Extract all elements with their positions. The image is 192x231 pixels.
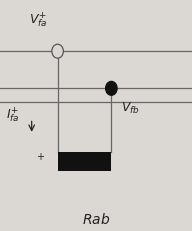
Text: $V_{fa}^{+}$: $V_{fa}^{+}$ <box>29 10 48 29</box>
Text: $+$: $+$ <box>36 150 45 161</box>
Circle shape <box>106 82 117 96</box>
Text: $I_{fa}^{+}$: $I_{fa}^{+}$ <box>6 105 19 124</box>
Text: $Rab$: $Rab$ <box>82 211 110 226</box>
Circle shape <box>52 45 63 59</box>
Bar <box>58 152 111 171</box>
Text: $V_{fb}$: $V_{fb}$ <box>121 100 140 116</box>
